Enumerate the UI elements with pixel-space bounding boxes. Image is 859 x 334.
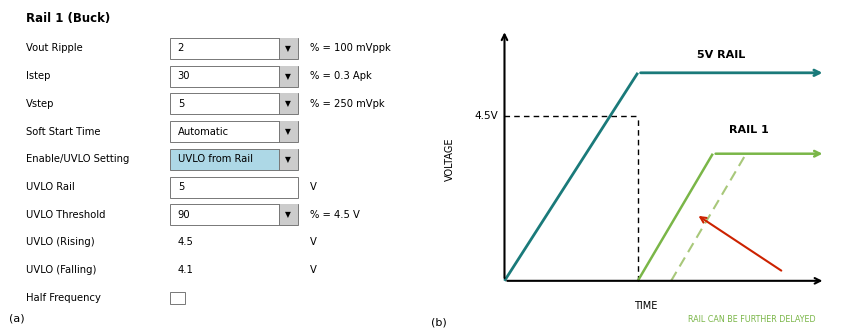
Text: V: V: [310, 237, 317, 247]
Text: ▼: ▼: [285, 127, 291, 136]
Bar: [278, 149, 297, 170]
Text: RAIL CAN BE FURTHER DELAYED: RAIL CAN BE FURTHER DELAYED: [688, 316, 815, 325]
Text: % = 250 mVpk: % = 250 mVpk: [310, 99, 385, 109]
Text: UVLO from Rail: UVLO from Rail: [178, 154, 253, 164]
Bar: [170, 94, 297, 114]
Text: TIME: TIME: [635, 301, 658, 311]
Text: Vout Ripple: Vout Ripple: [26, 43, 82, 53]
Bar: [170, 149, 297, 170]
Text: % = 100 mVppk: % = 100 mVppk: [310, 43, 391, 53]
Bar: [170, 204, 297, 225]
Text: ▼: ▼: [285, 100, 291, 108]
Text: 5: 5: [178, 99, 184, 109]
Bar: [170, 65, 297, 87]
Text: 2: 2: [178, 43, 184, 53]
Text: Vstep: Vstep: [26, 99, 54, 109]
Bar: [278, 65, 297, 87]
Text: 4.5V: 4.5V: [474, 111, 498, 121]
Text: 30: 30: [178, 71, 190, 81]
Text: Rail 1 (Buck): Rail 1 (Buck): [26, 12, 110, 25]
Text: RAIL 1: RAIL 1: [729, 126, 769, 136]
Text: UVLO (Falling): UVLO (Falling): [26, 265, 96, 275]
Bar: [170, 38, 297, 59]
Text: 90: 90: [178, 210, 191, 220]
Text: Soft Start Time: Soft Start Time: [26, 127, 100, 137]
Text: Automatic: Automatic: [178, 127, 228, 137]
Text: V: V: [310, 265, 317, 275]
Text: UVLO Rail: UVLO Rail: [26, 182, 74, 192]
Text: V: V: [310, 182, 317, 192]
Bar: [278, 204, 297, 225]
Text: ▼: ▼: [285, 210, 291, 219]
Text: Istep: Istep: [26, 71, 50, 81]
Text: % = 0.3 Apk: % = 0.3 Apk: [310, 71, 372, 81]
Bar: [278, 121, 297, 142]
Text: 4.1: 4.1: [178, 265, 193, 275]
Text: (a): (a): [9, 314, 24, 324]
Text: 4.5: 4.5: [178, 237, 193, 247]
Text: UVLO Threshold: UVLO Threshold: [26, 210, 105, 220]
Text: ▼: ▼: [285, 44, 291, 53]
Bar: [170, 292, 186, 304]
Text: ▼: ▼: [285, 72, 291, 80]
Text: 5V RAIL: 5V RAIL: [697, 50, 746, 60]
Text: UVLO (Rising): UVLO (Rising): [26, 237, 94, 247]
Text: Enable/UVLO Setting: Enable/UVLO Setting: [26, 154, 129, 164]
Text: Half Frequency: Half Frequency: [26, 293, 101, 303]
Text: % = 4.5 V: % = 4.5 V: [310, 210, 360, 220]
Text: 5: 5: [178, 182, 184, 192]
Bar: [278, 94, 297, 114]
Text: (b): (b): [431, 317, 447, 327]
Text: ▼: ▼: [285, 155, 291, 164]
Text: VOLTAGE: VOLTAGE: [445, 138, 455, 181]
Bar: [278, 38, 297, 59]
Bar: [170, 176, 297, 197]
Bar: [170, 121, 297, 142]
